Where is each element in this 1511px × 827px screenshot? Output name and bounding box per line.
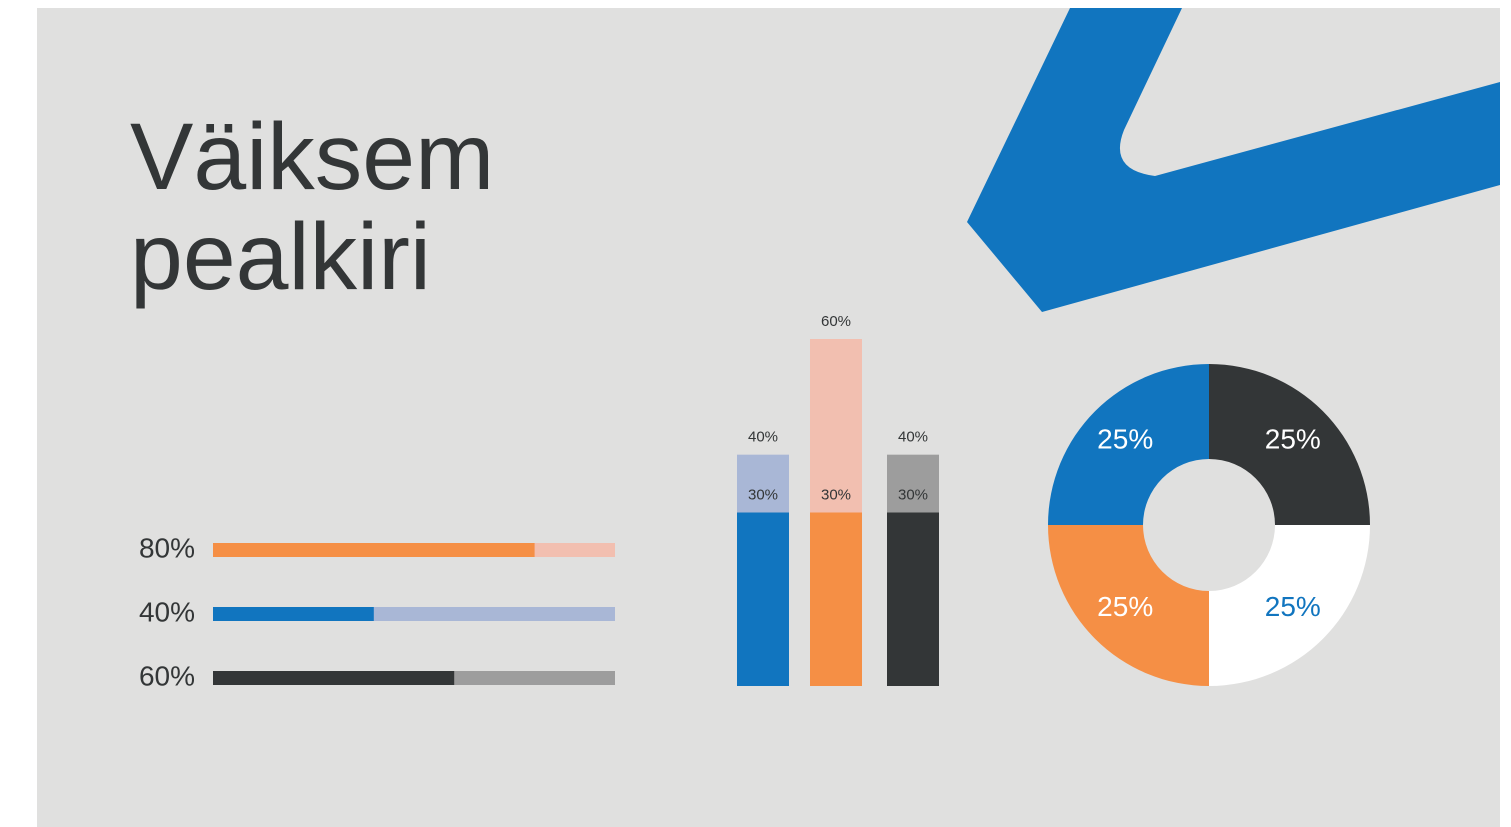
- bar-label: 80%: [139, 532, 195, 563]
- bar-label: 30%: [821, 486, 851, 503]
- bar: [213, 671, 455, 685]
- pie-slice: [1209, 525, 1370, 686]
- pie-slice: [1048, 364, 1209, 525]
- pie-slice: [1209, 364, 1370, 525]
- bar: [213, 607, 374, 621]
- bar-label: 60%: [139, 660, 195, 691]
- pie-label: 25%: [1097, 424, 1153, 455]
- slide-title: Väiksem pealkiri: [130, 104, 495, 310]
- pie-slice: [1048, 525, 1209, 686]
- bar: [810, 512, 862, 686]
- pie-label: 25%: [1265, 424, 1321, 455]
- bar: [737, 512, 789, 686]
- bar-label: 30%: [898, 486, 928, 503]
- bar-label: 40%: [139, 596, 195, 627]
- pie-label: 25%: [1097, 591, 1153, 622]
- bar-label: 40%: [898, 429, 928, 446]
- bar-label: 40%: [748, 429, 778, 446]
- bar: [887, 512, 939, 686]
- bar-label: 30%: [748, 486, 778, 503]
- bar-label: 60%: [821, 313, 851, 330]
- decoration-chevron: [967, 8, 1500, 312]
- pie-label: 25%: [1265, 591, 1321, 622]
- bar: [213, 543, 535, 557]
